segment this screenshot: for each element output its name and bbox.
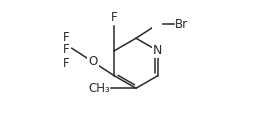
Text: O: O xyxy=(89,55,98,68)
Text: F: F xyxy=(63,31,69,44)
Text: N: N xyxy=(153,44,162,57)
Text: F: F xyxy=(63,57,69,70)
Text: CH₃: CH₃ xyxy=(88,82,110,95)
Text: F: F xyxy=(111,12,118,25)
Text: Br: Br xyxy=(175,18,188,31)
Text: F: F xyxy=(63,43,69,56)
